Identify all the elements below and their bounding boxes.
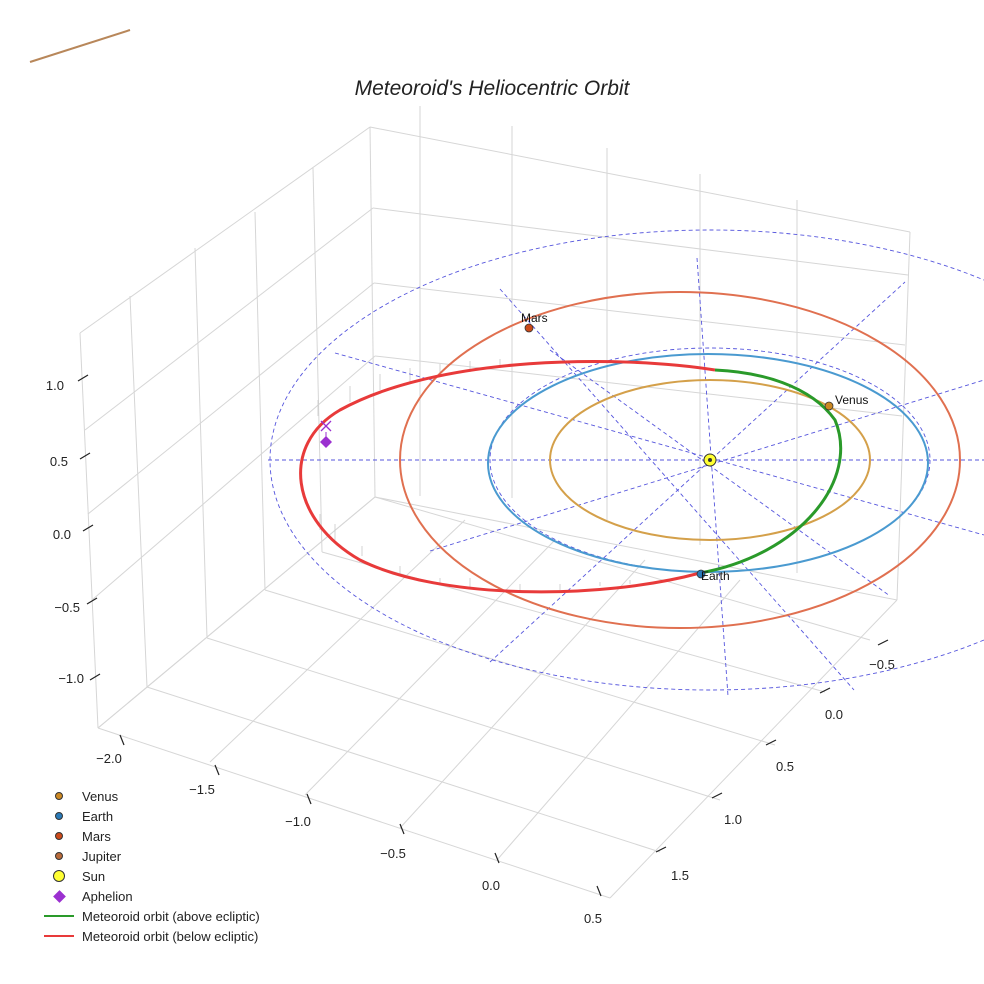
planet-orbits (29, 29, 961, 629)
legend-symbol (44, 906, 74, 926)
z-axis: 1.0 0.5 0.0 −0.5 −1.0 (46, 374, 101, 686)
aphelion-marker (320, 420, 332, 448)
x-tick: −1.0 (285, 814, 311, 829)
x-axis: −2.0 −1.5 −1.0 −0.5 0.0 0.5 (96, 734, 602, 926)
legend-item: Meteoroid orbit (above ecliptic) (44, 906, 260, 926)
drop-lines (317, 359, 631, 590)
z-tick: −0.5 (54, 600, 80, 615)
x-tick: 0.0 (482, 878, 500, 893)
legend-item: Meteoroid orbit (below ecliptic) (44, 926, 260, 946)
z-tick: 0.5 (50, 454, 68, 469)
y-tick: 1.0 (724, 812, 742, 827)
legend-label: Sun (82, 868, 106, 884)
x-tick: −1.5 (189, 782, 215, 797)
sun-marker (703, 453, 717, 467)
earth-marker: Earth (696, 569, 730, 583)
mars-orbit (399, 291, 961, 629)
z-tick: 1.0 (46, 378, 64, 393)
y-axis: −0.5 0.0 0.5 1.0 1.5 (655, 639, 895, 883)
legend-label: Meteoroid orbit (below ecliptic) (82, 928, 259, 944)
legend-label: Earth (82, 808, 114, 824)
y-tick: −0.5 (869, 657, 895, 672)
legend-label: Venus (82, 788, 119, 804)
z-tick: 0.0 (53, 527, 71, 542)
legend-symbol (44, 826, 74, 846)
z-tick: −1.0 (58, 671, 84, 686)
y-tick: 0.5 (776, 759, 794, 774)
venus-marker: Venus (824, 393, 868, 411)
legend-item: Jupiter (44, 846, 260, 866)
mars-marker: Mars (521, 311, 548, 333)
legend-label: Jupiter (82, 848, 122, 864)
legend-item: Aphelion (44, 886, 260, 906)
earth-label: Earth (701, 569, 730, 583)
reference-grid (268, 229, 984, 697)
meteoroid-orbit (299, 359, 843, 594)
legend: Venus Earth Mars Jupiter Sun Aphelion Meteoroi… (44, 786, 260, 946)
grid (79, 106, 911, 899)
y-tick: 0.0 (825, 707, 843, 722)
legend-label: Mars (82, 828, 111, 844)
legend-label: Meteoroid orbit (above ecliptic) (82, 908, 260, 924)
y-tick: 1.5 (671, 868, 689, 883)
legend-item: Sun (44, 866, 260, 886)
legend-label: Aphelion (82, 888, 133, 904)
chart-title: Meteoroid's Heliocentric Orbit (355, 77, 631, 100)
x-tick: 0.5 (584, 911, 602, 926)
venus-orbit (549, 379, 871, 541)
venus-label: Venus (835, 393, 868, 407)
legend-symbol (44, 866, 74, 886)
legend-item: Mars (44, 826, 260, 846)
mars-label: Mars (521, 311, 548, 325)
meteoroid-orbit-above (699, 368, 843, 575)
legend-symbol (44, 786, 74, 806)
legend-item: Earth (44, 806, 260, 826)
legend-item: Venus (44, 786, 260, 806)
legend-symbol (44, 926, 74, 946)
jupiter-orbit (29, 29, 131, 63)
legend-symbol (44, 886, 74, 906)
x-tick: −0.5 (380, 846, 406, 861)
x-tick: −2.0 (96, 751, 122, 766)
meteoroid-orbit-below (299, 359, 716, 594)
legend-symbol (44, 806, 74, 826)
legend-symbol (44, 846, 74, 866)
